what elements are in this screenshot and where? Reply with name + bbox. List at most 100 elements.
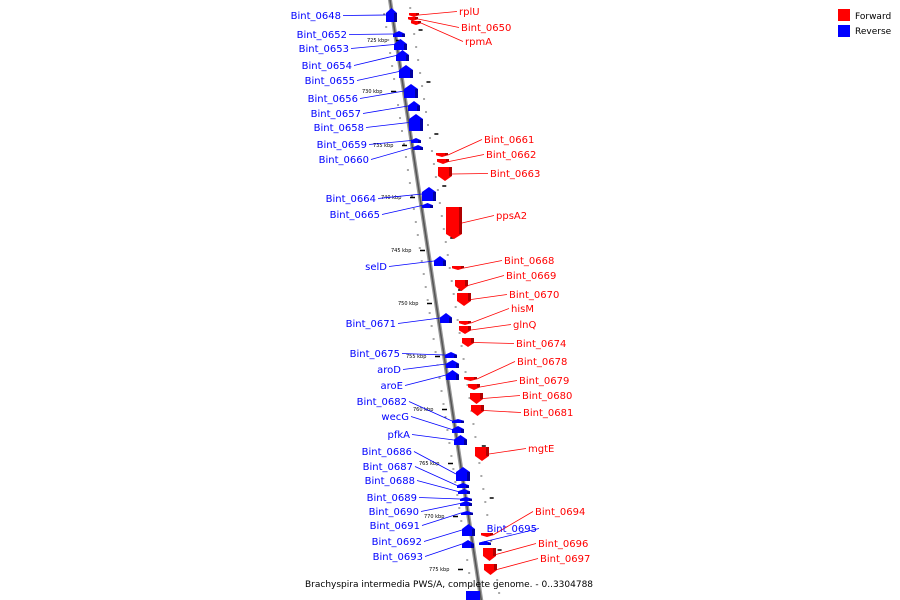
gene-glyph-shade: [466, 485, 469, 488]
gene-leader-line: [478, 528, 540, 544]
gene-label-bint_0687: Bint_0687: [363, 462, 413, 473]
gene-glyph-shade: [420, 147, 423, 150]
gene-leader-line: [488, 448, 527, 455]
gene-label-bint_0653: Bint_0653: [299, 44, 349, 55]
gene-glyph-shade: [467, 491, 470, 494]
gene-label-bint_0648: Bint_0648: [291, 11, 341, 22]
gene-leader-line: [368, 140, 412, 145]
legend-label-forward: Forward: [855, 12, 891, 22]
gene-glyph-bint_0692: [462, 524, 475, 536]
gene-label-bint_0659: Bint_0659: [317, 140, 367, 151]
legend: Forward Reverse: [838, 9, 892, 37]
gene-leader-line: [476, 361, 516, 380]
gene-glyph-shade: [459, 207, 462, 234]
gene-glyph-mgte: [475, 447, 489, 461]
gene-glyph-bint_0696: [483, 548, 496, 561]
gene-glyph-bint_0686: [456, 467, 470, 481]
scale-tick-label: 770 kbp: [424, 514, 444, 520]
gene-glyph-shade: [469, 498, 472, 501]
gene-label-bint_0691: Bint_0691: [370, 521, 420, 532]
gene-label-hism: hisM: [511, 304, 534, 315]
gene-glyph-bint_0654: [396, 50, 409, 61]
gene-leader-line: [470, 308, 510, 324]
gene-label-bint_0655: Bint_0655: [305, 76, 355, 87]
scale-tick-label: 735 kbp: [373, 143, 393, 149]
gene-label-bint_0690: Bint_0690: [369, 507, 419, 518]
gene-glyph-shade: [404, 43, 407, 50]
gene-label-bint_0670: Bint_0670: [509, 290, 559, 301]
gene-leader-line: [411, 434, 455, 441]
gene-leader-line: [424, 543, 463, 557]
scale-tick-label: 730 kbp: [362, 89, 382, 95]
gene-leader-line: [418, 11, 458, 16]
gene-leader-line: [495, 543, 537, 555]
scale-tick-label: 765 kbp: [419, 461, 439, 467]
gene-label-mgte: mgtE: [528, 444, 554, 455]
gene-glyph-bint_0670: [457, 293, 471, 306]
legend-swatch-reverse: [838, 25, 850, 37]
gene-glyph-shade: [454, 354, 457, 358]
gene-glyph-bint_0656: [404, 84, 418, 98]
gene-leader-line: [479, 380, 518, 388]
gene-leader-line: [451, 173, 489, 175]
gene-leader-line: [342, 14, 387, 16]
gene-glyph-shade: [416, 13, 419, 16]
gene-leader-line: [421, 512, 462, 526]
gene-leader-line: [417, 18, 460, 28]
gene-glyph-shade: [415, 89, 418, 98]
gene-leader-line: [423, 529, 463, 542]
gene-label-rplu: rplU: [459, 7, 480, 18]
gene-label-bint_0654: Bint_0654: [302, 61, 352, 72]
gene-label-glnq: glnQ: [513, 320, 536, 331]
gene-leader-line: [483, 410, 522, 413]
gene-leader-line: [447, 139, 483, 156]
gene-glyph-shade: [418, 140, 421, 143]
scale-tick-label: 745 kbp: [391, 248, 411, 254]
gene-leader-line: [408, 401, 453, 422]
gene-glyph-shade: [410, 70, 413, 78]
gene-glyph-shade: [471, 338, 474, 343]
gene-label-bint_0692: Bint_0692: [372, 537, 422, 548]
gene-glyph-shade: [445, 153, 448, 156]
gene-leader-line: [381, 205, 423, 215]
gene-leader-line: [404, 374, 447, 386]
gene-glyph-shade: [461, 420, 464, 423]
gene-label-bint_0652: Bint_0652: [297, 30, 347, 41]
gene-glyph-shade: [402, 33, 405, 37]
gene-leader-line: [448, 154, 485, 162]
gene-glyph-shade: [494, 564, 497, 571]
gene-glyph-shade: [420, 119, 423, 131]
gene-leader-line: [410, 416, 453, 430]
gene-glyph-bint_0653: [394, 39, 407, 50]
gene-leader-line: [365, 122, 410, 128]
gene-glyph-shade: [470, 512, 473, 515]
gene-label-bint_0675: Bint_0675: [350, 349, 400, 360]
gene-leader-line: [388, 260, 435, 267]
gene-label-bint_0669: Bint_0669: [506, 271, 556, 282]
gene-label-bint_0697: Bint_0697: [540, 554, 590, 565]
gene-glyph-bint_0697: [484, 564, 497, 575]
gene-leader-line: [463, 260, 503, 269]
gene-glyph-shade: [477, 384, 480, 388]
gene-label-pfka: pfkA: [388, 430, 411, 441]
gene-leader-line: [473, 342, 515, 344]
gene-label-bint_0695: Bint_0695: [487, 524, 537, 535]
gene-glyph-bint_0664: [422, 187, 436, 201]
gene-label-bint_0693: Bint_0693: [373, 552, 423, 563]
gene-glyph-shade: [446, 159, 449, 162]
gene-glyph-shade: [456, 374, 459, 380]
gene-glyph-shade: [449, 317, 452, 323]
gene-leader-line: [416, 480, 459, 492]
gene-label-wecg: wecG: [381, 412, 409, 423]
gene-leader-line: [377, 193, 423, 199]
gene-label-bint_0668: Bint_0668: [504, 256, 554, 267]
gene-label-arod: aroD: [377, 365, 401, 376]
gene-glyph-shade: [468, 293, 471, 301]
gene-glyph-shade: [480, 393, 483, 400]
gene-glyph-shade: [461, 266, 464, 269]
gene-glyph-shade: [488, 542, 491, 545]
gene-label-rpma: rpmA: [465, 37, 492, 48]
gene-glyph-shade: [486, 447, 489, 456]
scale-tick-label: 740 kbp: [381, 195, 401, 201]
